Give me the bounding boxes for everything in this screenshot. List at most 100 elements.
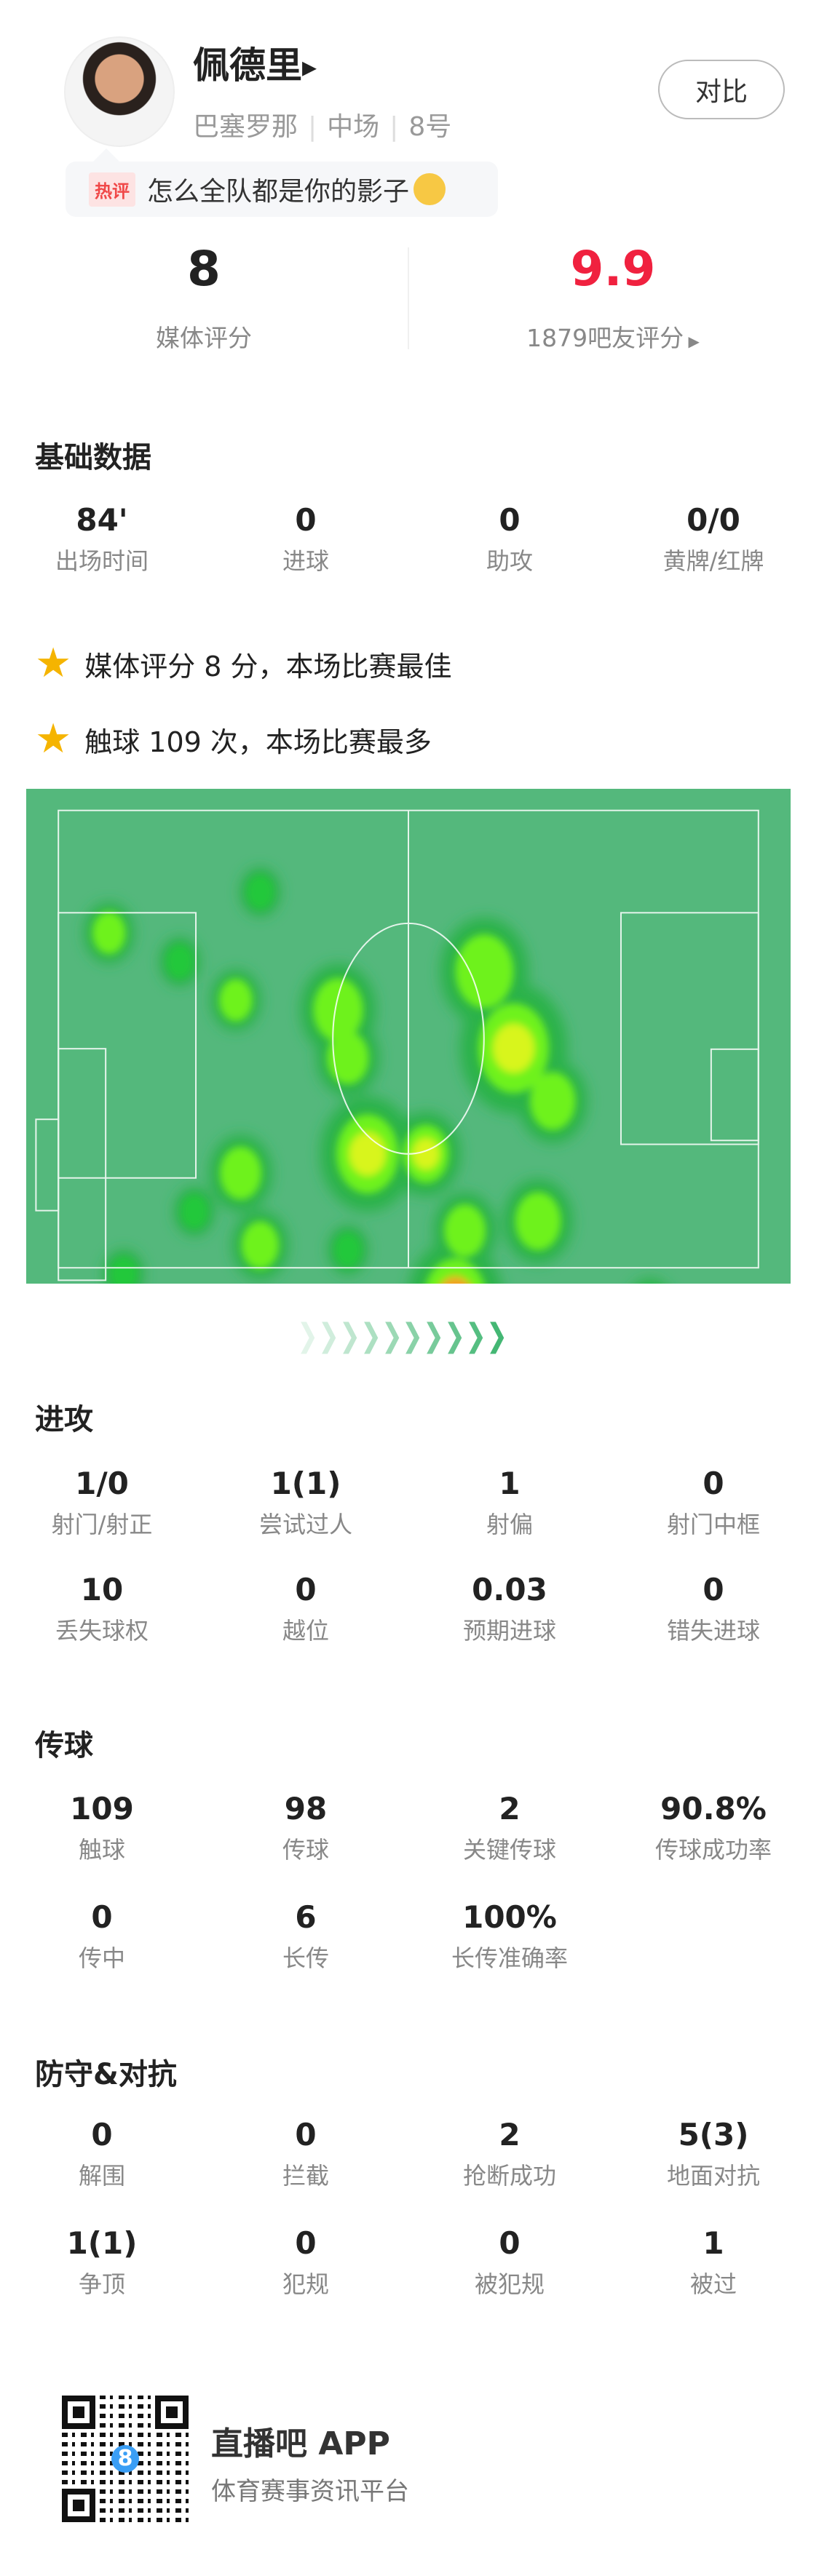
hot-comment-text: 怎么全队都是你的影子 xyxy=(147,177,410,207)
stat-label: 丢失球权 xyxy=(55,1617,149,1645)
stat-value: 0 xyxy=(295,2225,317,2261)
stat-label: 拦截 xyxy=(282,2162,329,2190)
stat-value: 0 xyxy=(295,502,317,538)
stat-item: 0 被犯规 xyxy=(408,2225,612,2299)
stat-label: 射偏 xyxy=(486,1511,533,1538)
stat-label: 抢断成功 xyxy=(462,2162,556,2190)
play-arrow-icon: ▶ xyxy=(684,333,700,350)
heat-spot-core xyxy=(334,1233,362,1268)
heat-spot xyxy=(636,1278,664,1284)
stat-item: 0 进球 xyxy=(204,502,408,576)
chevron-right-icon: ❯ xyxy=(360,1317,381,1354)
heat-spot-core xyxy=(219,979,253,1022)
stat-label: 解围 xyxy=(78,2162,125,2190)
stat-value: 0 xyxy=(91,1899,113,1935)
stat-value: 0 xyxy=(295,1572,317,1607)
chevron-right-icon: ❯ xyxy=(422,1317,445,1354)
fan-score: 9.9 xyxy=(570,241,656,297)
stat-value: 1 xyxy=(499,1466,521,1501)
stat-item: 0 拦截 xyxy=(204,2117,408,2191)
heat-spot-core xyxy=(181,1194,208,1229)
stat-value: 1 xyxy=(703,2225,724,2261)
stat-value: 6 xyxy=(295,1899,317,1935)
app-logo-badge: 8 xyxy=(111,2445,139,2473)
fan-score-label: 1879吧友评分 xyxy=(526,324,684,352)
hot-comment-tag: 热评 xyxy=(89,172,135,207)
heatmap-pitch xyxy=(26,789,791,1284)
stat-value: 1/0 xyxy=(75,1466,129,1501)
highlight-item: ★ 媒体评分 8 分，本场比赛最佳 xyxy=(35,643,452,684)
stat-item: 0 错失进球 xyxy=(612,1572,815,1646)
stat-value: 0 xyxy=(703,1572,724,1607)
stat-item: 1(1) 争顶 xyxy=(0,2225,204,2299)
play-arrow-icon: ▶ xyxy=(302,57,317,79)
chevron-right-icon: ❯ xyxy=(443,1317,466,1354)
stat-label: 犯规 xyxy=(282,2270,329,2298)
stat-value: 0.03 xyxy=(472,1572,547,1607)
stat-item: 0 犯规 xyxy=(204,2225,408,2299)
player-info: 巴塞罗那 | 中场 | 8号 xyxy=(193,112,452,142)
stat-label: 长传 xyxy=(282,1944,329,1972)
media-score: 8 xyxy=(187,241,221,297)
hot-comment[interactable]: 热评 怎么全队都是你的影子 xyxy=(66,148,498,217)
stat-value: 0 xyxy=(499,2225,521,2261)
heat-spot-core xyxy=(327,1031,369,1085)
stat-label: 越位 xyxy=(282,1617,329,1645)
media-score-label: 媒体评分 xyxy=(156,324,252,352)
heat-spot-core xyxy=(313,978,363,1042)
stat-value: 98 xyxy=(284,1791,328,1826)
section-title-attack: 进攻 xyxy=(35,1403,93,1436)
highlight-item: ★ 触球 109 次，本场比赛最多 xyxy=(35,719,432,760)
stat-value: 0 xyxy=(499,502,521,538)
heat-spot-core xyxy=(241,1221,280,1269)
stat-label: 出场时间 xyxy=(55,547,149,575)
fan-rating[interactable]: 9.9 1879吧友评分 ▶ xyxy=(409,240,817,354)
position: 中场 xyxy=(327,112,380,142)
stat-label: 关键传球 xyxy=(462,1836,556,1864)
stat-label: 传球 xyxy=(282,1836,329,1864)
stat-label: 错失进球 xyxy=(666,1617,760,1645)
stat-label: 长传准确率 xyxy=(451,1944,568,1972)
stat-label: 助攻 xyxy=(486,547,533,575)
stat-item: 0 助攻 xyxy=(408,502,612,576)
stat-label: 触球 xyxy=(78,1836,125,1864)
heat-spot-core xyxy=(166,945,194,979)
stat-value: 90.8% xyxy=(660,1791,767,1826)
heat-spot-core xyxy=(529,1072,576,1131)
heat-spot-core xyxy=(247,875,274,910)
stat-item: 6 长传 xyxy=(204,1899,408,1973)
stat-item: 98 传球 xyxy=(204,1791,408,1865)
app-name: 直播吧 APP xyxy=(211,2425,390,2462)
stat-item: 5(3) 地面对抗 xyxy=(612,2117,815,2191)
crying-emoji-icon xyxy=(414,173,446,205)
stat-item: 2 关键传球 xyxy=(408,1791,612,1865)
app-slogan: 体育赛事资讯平台 xyxy=(211,2477,409,2506)
section-title-basic: 基础数据 xyxy=(35,441,151,474)
stat-item: 0/0 黄牌/红牌 xyxy=(612,502,815,576)
qr-code: 8 xyxy=(62,2396,189,2522)
heat-layer xyxy=(84,867,664,1284)
stat-item: 10 丢失球权 xyxy=(0,1572,204,1646)
heat-spot-core xyxy=(92,912,126,955)
heat-spot-core xyxy=(426,1258,485,1284)
compare-button[interactable]: 对比 xyxy=(658,60,785,119)
stat-item: 0.03 预期进球 xyxy=(408,1572,612,1646)
player-avatar[interactable] xyxy=(64,36,175,147)
section-title-passing: 传球 xyxy=(35,1729,93,1762)
star-icon: ★ xyxy=(35,715,72,763)
highlight-text: 触球 109 次，本场比赛最多 xyxy=(84,726,432,758)
heat-spot-core xyxy=(110,1257,138,1284)
player-name-link[interactable]: 佩德里▶ xyxy=(193,36,317,89)
pitch-lines xyxy=(35,809,759,1281)
stat-item: 2 抢断成功 xyxy=(408,2117,612,2191)
stat-item: 100% 长传准确率 xyxy=(408,1899,612,1973)
stat-label: 地面对抗 xyxy=(666,2162,760,2190)
star-icon: ★ xyxy=(35,640,72,687)
stat-value: 10 xyxy=(80,1572,124,1607)
stat-value: 0/0 xyxy=(687,502,740,538)
stat-label: 被犯规 xyxy=(474,2270,545,2298)
player-name: 佩德里 xyxy=(193,44,302,87)
section-title-defense: 防守&对抗 xyxy=(35,2058,177,2091)
stat-value: 84' xyxy=(76,502,128,538)
stat-label: 射门中框 xyxy=(666,1511,760,1538)
